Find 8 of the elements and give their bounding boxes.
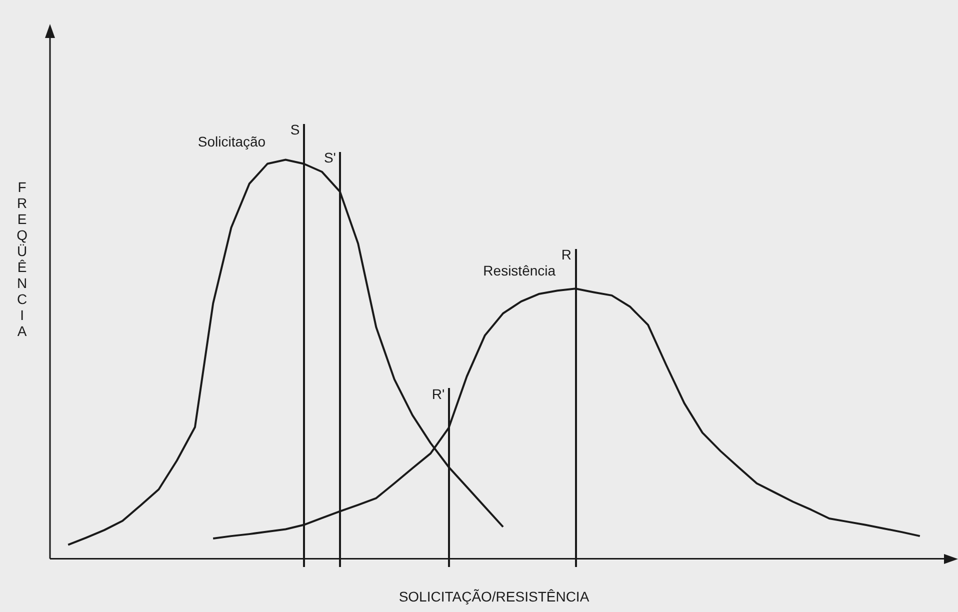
text: S	[290, 122, 300, 138]
text: FREQÜÊNCIA	[16, 178, 28, 339]
annotation: R'	[432, 386, 445, 402]
x-axis-title: SOLICITAÇÃO/RESISTÊNCIA	[398, 588, 590, 604]
series-label: Resistência	[483, 262, 556, 279]
series-label: Solicitação	[198, 134, 266, 150]
annotation: S'	[324, 150, 336, 166]
annotation: R	[561, 246, 572, 263]
